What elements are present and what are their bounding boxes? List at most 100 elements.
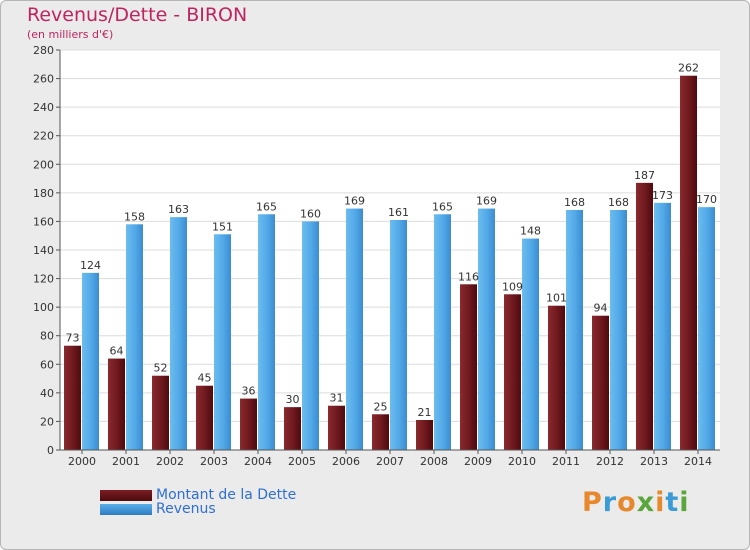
bar-debt: [592, 315, 609, 450]
bar-debt: [636, 182, 653, 450]
data-label-revenue: 160: [300, 207, 321, 220]
data-label-revenue: 165: [256, 200, 277, 213]
data-label-debt: 101: [546, 292, 567, 305]
data-label-revenue: 158: [124, 210, 145, 223]
data-label-revenue: 168: [608, 196, 629, 209]
bar-revenue: [566, 210, 583, 450]
legend-item-debt: Montant de la Dette: [100, 487, 296, 503]
y-tick-label: 220: [33, 130, 54, 143]
bar-debt: [152, 375, 169, 450]
x-tick-label: 2010: [508, 455, 536, 468]
y-tick-label: 260: [33, 73, 54, 86]
data-label-debt: 116: [458, 270, 479, 283]
bar-debt: [548, 305, 565, 450]
logo-letter: o: [617, 487, 637, 518]
data-label-debt: 187: [634, 169, 655, 182]
data-label-revenue: 170: [696, 193, 717, 206]
x-tick-label: 2002: [156, 455, 184, 468]
proxiti-logo: Proxiti: [582, 487, 690, 518]
legend-swatch-revenue: [100, 503, 152, 515]
data-label-debt: 30: [286, 393, 300, 406]
bar-revenue: [610, 210, 627, 450]
data-label-debt: 73: [66, 332, 80, 345]
x-tick-label: 2003: [200, 455, 228, 468]
x-tick-label: 2006: [332, 455, 360, 468]
x-tick-label: 2014: [684, 455, 712, 468]
data-label-debt: 109: [502, 280, 523, 293]
data-label-revenue: 148: [520, 225, 541, 238]
y-tick-label: 20: [40, 415, 54, 428]
data-label-revenue: 169: [344, 195, 365, 208]
data-label-revenue: 124: [80, 259, 101, 272]
data-label-revenue: 163: [168, 203, 189, 216]
logo-letter: i: [679, 487, 690, 518]
x-tick-label: 2009: [464, 455, 492, 468]
y-tick-label: 200: [33, 158, 54, 171]
bar-debt: [108, 358, 125, 450]
data-label-revenue: 151: [212, 220, 233, 233]
y-tick-label: 60: [40, 358, 54, 371]
bar-debt: [416, 420, 433, 450]
bar-debt: [372, 414, 389, 450]
data-label-debt: 36: [242, 385, 256, 398]
data-label-revenue: 168: [564, 196, 585, 209]
bar-revenue: [170, 217, 187, 450]
bar-debt: [328, 405, 345, 450]
bar-debt: [284, 407, 301, 450]
chart-title: Revenus/Dette - BIRON: [27, 4, 248, 26]
data-label-debt: 25: [374, 400, 388, 413]
data-label-revenue: 161: [388, 206, 409, 219]
bar-debt: [64, 345, 81, 450]
y-tick-label: 160: [33, 215, 54, 228]
data-label-debt: 21: [418, 406, 432, 419]
bar-revenue: [478, 208, 495, 450]
data-label-debt: 45: [198, 372, 212, 385]
y-tick-label: 240: [33, 101, 54, 114]
bar-revenue: [434, 214, 451, 450]
data-label-debt: 262: [678, 62, 699, 75]
logo-letter: t: [665, 487, 680, 518]
bar-debt: [504, 294, 521, 450]
y-tick-label: 40: [40, 387, 54, 400]
x-tick-label: 2001: [112, 455, 140, 468]
bar-revenue: [390, 220, 407, 450]
legend-label-revenue: Revenus: [156, 501, 216, 517]
bar-debt: [196, 385, 213, 450]
logo-letter: r: [602, 487, 618, 518]
data-label-debt: 52: [154, 362, 168, 375]
y-tick-label: 80: [40, 330, 54, 343]
bar-revenue: [82, 272, 99, 450]
bar-debt: [680, 75, 697, 450]
data-label-revenue: 169: [476, 195, 497, 208]
bar-revenue: [214, 234, 231, 450]
chart-subtitle: (en milliers d'€): [27, 28, 114, 41]
bar-debt: [460, 284, 477, 450]
data-label-revenue: 165: [432, 200, 453, 213]
x-tick-label: 2008: [420, 455, 448, 468]
data-label-debt: 31: [330, 392, 344, 405]
data-label-revenue: 173: [652, 189, 673, 202]
bar-revenue: [302, 221, 319, 450]
y-tick-label: 100: [33, 301, 54, 314]
x-tick-label: 2007: [376, 455, 404, 468]
data-label-debt: 64: [110, 345, 124, 358]
y-tick-label: 280: [33, 44, 54, 57]
y-tick-label: 0: [47, 444, 54, 457]
x-tick-label: 2011: [552, 455, 580, 468]
bar-revenue: [258, 214, 275, 450]
y-tick-label: 120: [33, 273, 54, 286]
logo-letter: x: [636, 487, 656, 518]
legend-label-debt: Montant de la Dette: [156, 487, 297, 503]
data-label-debt: 94: [594, 302, 608, 315]
bar-revenue: [654, 202, 671, 450]
bar-revenue: [698, 207, 715, 450]
bar-debt: [240, 398, 257, 450]
bar-revenue: [346, 208, 363, 450]
x-tick-label: 2013: [640, 455, 668, 468]
logo-letter: i: [655, 487, 666, 518]
logo-letter: P: [582, 487, 603, 518]
x-tick-label: 2005: [288, 455, 316, 468]
bar-revenue: [126, 224, 143, 450]
legend-swatch-debt: [100, 489, 152, 501]
